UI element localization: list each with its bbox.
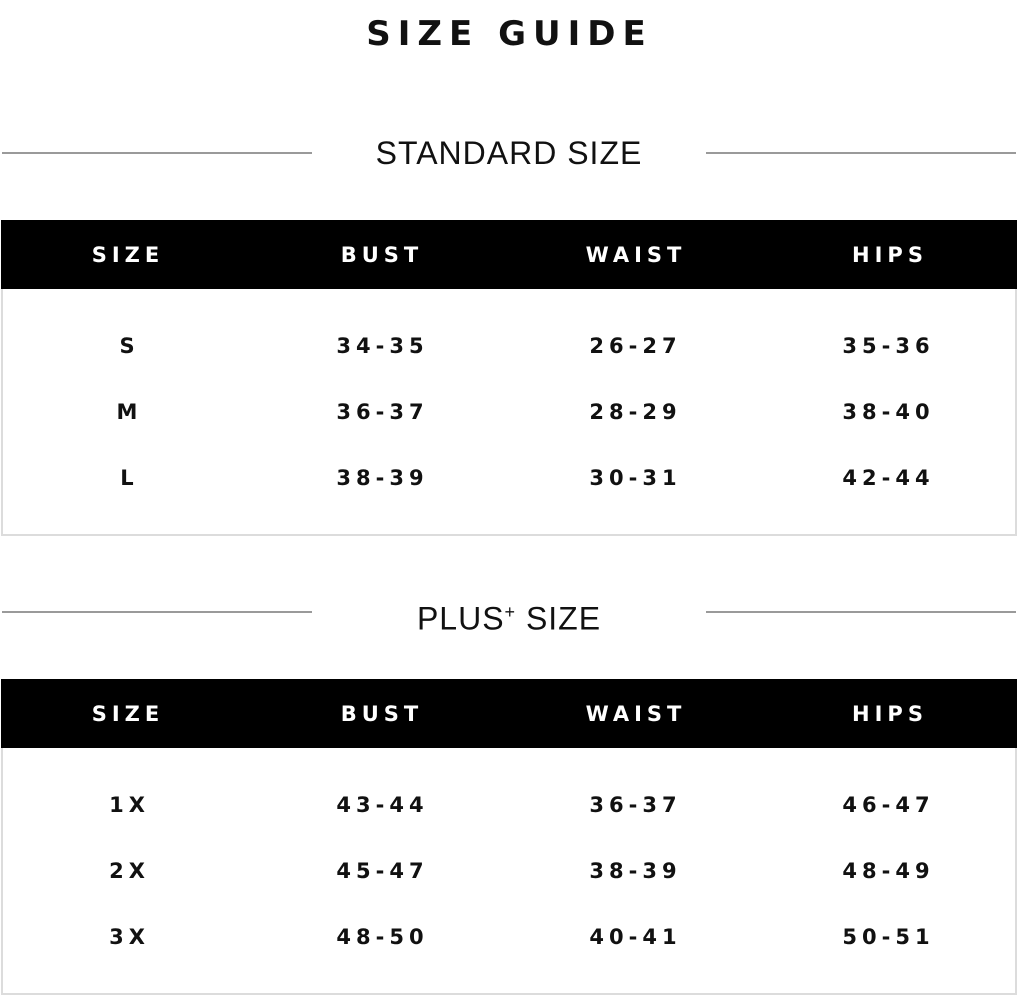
- cell: 38-39: [589, 859, 682, 883]
- column-header: BUST: [340, 242, 424, 267]
- cell: 48-49: [842, 859, 935, 883]
- cell: 3X: [109, 925, 150, 949]
- table-row: L 38-39 30-31 42-44: [3, 445, 1015, 511]
- label-suffix: SIZE: [516, 600, 602, 637]
- table-row: S 34-35 26-27 35-36: [3, 313, 1015, 379]
- cell: 30-31: [589, 466, 682, 490]
- section-title: PLUS+ SIZE: [312, 592, 706, 639]
- cell: 2X: [109, 859, 150, 883]
- cell: M: [116, 400, 143, 424]
- cell: 45-47: [336, 859, 429, 883]
- cell: 38-39: [336, 466, 429, 490]
- page-title: SIZE GUIDE: [366, 14, 653, 54]
- divider: [706, 152, 1016, 154]
- divider: [2, 152, 312, 154]
- cell: 36-37: [336, 400, 429, 424]
- cell: S: [119, 334, 140, 358]
- cell: 46-47: [842, 793, 935, 817]
- cell: 40-41: [589, 925, 682, 949]
- column-header: HIPS: [852, 701, 928, 726]
- plus-superscript: +: [504, 602, 517, 622]
- column-header: WAIST: [585, 701, 687, 726]
- divider: [706, 611, 1016, 613]
- cell: 1X: [109, 793, 150, 817]
- cell: L: [120, 466, 139, 490]
- table-body: S 34-35 26-27 35-36 M 36-37 28-29 38-40 L 38-39…: [1, 289, 1017, 536]
- cell: 34-35: [336, 334, 429, 358]
- standard-size-table: SIZE BUST WAIST HIPS S 34-35 26-27 35-36 M 3…: [1, 220, 1017, 536]
- column-header: HIPS: [852, 242, 928, 267]
- column-header: WAIST: [585, 242, 687, 267]
- table-row: 2X 45-47 38-39 48-49: [3, 838, 1015, 904]
- cell: 35-36: [842, 334, 935, 358]
- cell: 42-44: [842, 466, 935, 490]
- table-header: SIZE BUST WAIST HIPS: [1, 679, 1017, 748]
- table-row: 3X 48-50 40-41 50-51: [3, 904, 1015, 970]
- section-title: STANDARD SIZE: [375, 135, 643, 171]
- label-text: PLUS: [416, 600, 505, 637]
- standard-size-heading: STANDARD SIZE: [0, 133, 1019, 173]
- cell: 26-27: [589, 334, 682, 358]
- plus-size-heading: PLUS+ SIZE: [0, 592, 1019, 637]
- table-header: SIZE BUST WAIST HIPS: [1, 220, 1017, 289]
- plus-size-table: SIZE BUST WAIST HIPS 1X 43-44 36-37 46-47 2…: [1, 679, 1017, 995]
- cell: 36-37: [589, 793, 682, 817]
- table-body: 1X 43-44 36-37 46-47 2X 45-47 38-39 48-49 3X 48…: [1, 748, 1017, 995]
- cell: 28-29: [589, 400, 682, 424]
- cell: 48-50: [336, 925, 429, 949]
- cell: 43-44: [336, 793, 429, 817]
- table-row: 1X 43-44 36-37 46-47: [3, 772, 1015, 838]
- column-header: SIZE: [91, 242, 165, 267]
- column-header: BUST: [340, 701, 424, 726]
- column-header: SIZE: [91, 701, 165, 726]
- table-row: M 36-37 28-29 38-40: [3, 379, 1015, 445]
- cell: 38-40: [842, 400, 935, 424]
- cell: 50-51: [842, 925, 935, 949]
- divider: [2, 611, 312, 613]
